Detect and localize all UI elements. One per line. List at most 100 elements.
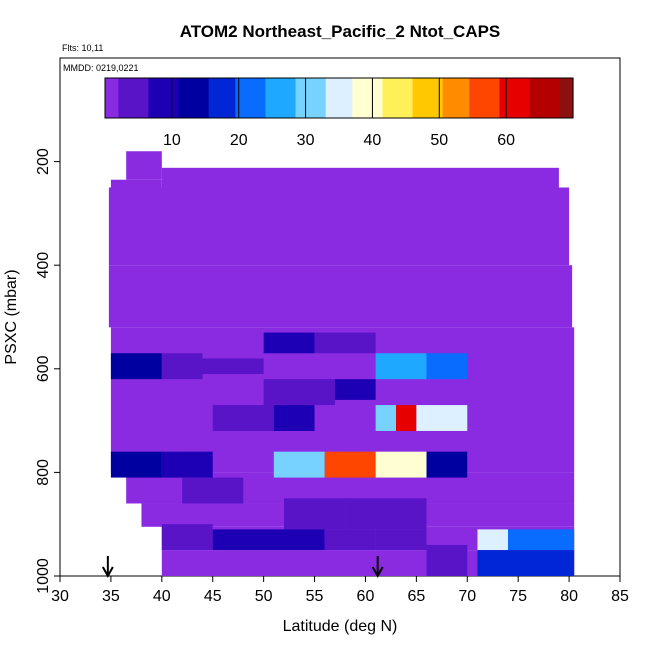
heatmap-cell bbox=[161, 451, 213, 478]
heatmap-cell bbox=[324, 451, 376, 478]
colorbar-swatch bbox=[141, 78, 146, 118]
colorbar-swatch bbox=[566, 78, 571, 118]
colorbar-swatch bbox=[275, 78, 280, 118]
heatmap-cell bbox=[477, 550, 575, 576]
colorbar-swatch bbox=[375, 78, 380, 118]
colorbar-swatch bbox=[429, 78, 434, 118]
colorbar-tick-label: 60 bbox=[497, 132, 515, 149]
colorbar-swatch bbox=[516, 78, 521, 118]
colorbar-swatch bbox=[435, 78, 440, 118]
x-tick-label: 45 bbox=[204, 588, 222, 605]
colorbar-swatch bbox=[188, 78, 193, 118]
colorbar-swatch bbox=[536, 78, 541, 118]
marker-end-head bbox=[371, 566, 384, 579]
heatmap-cell bbox=[202, 358, 264, 374]
heatmap-cell bbox=[375, 353, 427, 380]
colorbar-swatch bbox=[492, 78, 497, 118]
colorbar-swatch bbox=[569, 78, 574, 118]
y-tick-label: 1000 bbox=[35, 558, 52, 594]
colorbar-tick-label: 10 bbox=[163, 132, 181, 149]
colorbar-swatch bbox=[476, 78, 480, 118]
colorbar-swatch bbox=[352, 78, 357, 118]
colorbar-swatch bbox=[502, 78, 507, 118]
colorbar-swatch bbox=[522, 78, 527, 118]
colorbar-swatch bbox=[228, 78, 233, 118]
colorbar-swatch bbox=[315, 78, 320, 118]
colorbar-swatch bbox=[198, 78, 203, 118]
heatmap-cell bbox=[426, 353, 468, 380]
heatmap-background bbox=[108, 187, 570, 266]
colorbar-swatch bbox=[395, 78, 400, 118]
colorbar-swatch bbox=[161, 78, 166, 118]
colorbar-swatch bbox=[462, 78, 467, 118]
colorbar-swatch bbox=[295, 78, 300, 118]
colorbar-swatch bbox=[432, 78, 437, 118]
heatmap-cell bbox=[345, 498, 427, 530]
colorbar-swatch bbox=[489, 78, 494, 118]
colorbar-swatch bbox=[409, 78, 414, 118]
colorbar-swatch bbox=[549, 78, 554, 118]
colorbar-swatch bbox=[379, 78, 384, 118]
colorbar: 10 20 30 40 50 60 bbox=[104, 77, 574, 149]
colorbar-swatch bbox=[529, 78, 534, 118]
colorbar-swatch bbox=[506, 78, 511, 118]
heatmap-cell bbox=[263, 379, 335, 406]
colorbar-swatch bbox=[359, 78, 363, 118]
colorbar-swatch bbox=[262, 78, 267, 118]
colorbar-swatch bbox=[265, 78, 270, 118]
colorbar-swatch bbox=[168, 78, 173, 118]
colorbar-swatch bbox=[402, 78, 407, 118]
colorbar-swatch bbox=[339, 78, 343, 118]
colorbar-swatch bbox=[195, 78, 200, 118]
chart-title: ATOM2 Northeast_Pacific_2 Ntot_CAPS bbox=[180, 22, 501, 41]
colorbar-swatch bbox=[245, 78, 250, 118]
colorbar-swatch bbox=[115, 78, 119, 118]
colorbar-swatch bbox=[128, 78, 133, 118]
colorbar-swatch bbox=[415, 78, 420, 118]
heatmap-cell bbox=[273, 451, 325, 478]
colorbar-swatch bbox=[539, 78, 544, 118]
colorbar-swatch bbox=[272, 78, 277, 118]
colorbar-swatch bbox=[135, 78, 140, 118]
colorbar-swatch bbox=[542, 78, 547, 118]
colorbar-swatch bbox=[215, 78, 220, 118]
x-tick-label: 80 bbox=[560, 588, 578, 605]
x-tick-label: 60 bbox=[357, 588, 375, 605]
flights-note: Flts: 10,11 bbox=[62, 43, 103, 53]
heatmap-cell bbox=[110, 451, 162, 478]
colorbar-swatch bbox=[111, 78, 116, 118]
colorbar-swatch bbox=[288, 78, 293, 118]
x-tick-label: 40 bbox=[153, 588, 171, 605]
heatmap-cell bbox=[161, 524, 213, 551]
y-axis: 200 400 600 800 1000 bbox=[35, 148, 60, 594]
colorbar-swatch bbox=[472, 78, 477, 118]
colorbar-swatch bbox=[108, 78, 113, 118]
heatmap-cell bbox=[396, 405, 417, 431]
colorbar-swatch bbox=[422, 78, 427, 118]
colorbar-tick-label: 30 bbox=[297, 132, 315, 149]
colorbar-swatch bbox=[238, 78, 243, 118]
colorbar-swatch bbox=[399, 78, 404, 118]
colorbar-swatch bbox=[552, 78, 557, 118]
colorbar-swatch bbox=[258, 78, 263, 118]
heatmap-background bbox=[108, 265, 573, 328]
colorbar-swatch bbox=[442, 78, 447, 118]
colorbar-swatch bbox=[225, 78, 230, 118]
flight-markers bbox=[101, 556, 384, 579]
colorbar-swatch bbox=[479, 78, 484, 118]
colorbar-swatch bbox=[456, 78, 460, 118]
colorbar-swatch bbox=[469, 78, 474, 118]
colorbar-swatch bbox=[302, 78, 307, 118]
colorbar-tick-label: 40 bbox=[364, 132, 382, 149]
x-tick-label: 30 bbox=[51, 588, 69, 605]
colorbar-swatch bbox=[312, 78, 317, 118]
colorbar-swatch bbox=[165, 78, 170, 118]
colorbar-swatch bbox=[532, 78, 537, 118]
colorbar-swatch bbox=[482, 78, 487, 118]
heatmap-cell bbox=[284, 498, 346, 530]
colorbar-swatch bbox=[365, 78, 370, 118]
colorbar-swatch bbox=[425, 78, 430, 118]
colorbar-swatch bbox=[385, 78, 390, 118]
heatmap-cell bbox=[212, 405, 274, 431]
